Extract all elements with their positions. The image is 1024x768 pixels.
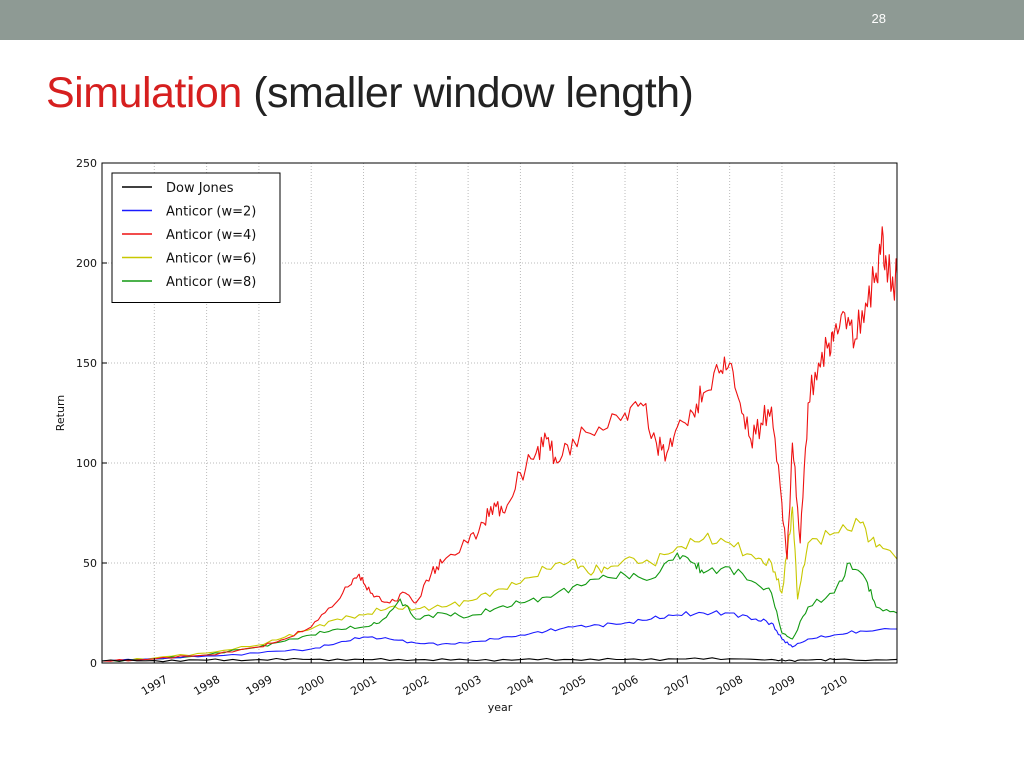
legend-label: Anticor (w=4)	[166, 228, 256, 243]
x-tick-label: 2002	[401, 673, 432, 698]
x-tick-label: 2009	[767, 673, 798, 698]
legend-label: Anticor (w=2)	[166, 205, 256, 220]
y-tick-label: 50	[83, 557, 97, 570]
x-tick-label: 1999	[244, 673, 275, 698]
y-tick-label: 150	[76, 357, 97, 370]
series-line	[101, 226, 898, 662]
x-tick-label: 1998	[191, 673, 222, 698]
slide-number: 28	[871, 11, 886, 26]
x-tick-label: 2010	[819, 673, 850, 698]
legend-label: Anticor (w=6)	[166, 252, 256, 267]
legend: Dow Jones Anticor (w=2) Anticor (w=4) Antic…	[111, 172, 281, 303]
return-line-chart: 0 50 100 150 200 250 1997 1998 1999 2000 2001 2002…	[54, 157, 898, 714]
y-tick-label: 100	[76, 457, 97, 470]
plot-frame	[101, 162, 898, 664]
x-axis-label: year	[488, 701, 513, 714]
x-tick-label: 2000	[296, 673, 327, 698]
y-tick-label: 0	[90, 657, 97, 670]
y-axis-label: Return	[54, 395, 67, 432]
x-tick-label: 2005	[558, 673, 589, 698]
x-tick-label: 2001	[348, 673, 379, 698]
y-tick-label: 250	[76, 157, 97, 170]
x-tick-label: 2008	[715, 673, 746, 698]
x-tick-label: 2007	[662, 673, 693, 698]
series-line	[101, 506, 898, 662]
slide-title-rest: (smaller window length)	[241, 69, 694, 117]
y-tick-label: 200	[76, 257, 97, 270]
slide-title: Simulation (smaller window length)	[46, 69, 694, 117]
x-tick-label: 2006	[610, 673, 641, 698]
series-line	[101, 657, 898, 663]
x-tick-label: 1997	[139, 673, 170, 698]
legend-label: Anticor (w=8)	[166, 275, 256, 290]
legend-label: Dow Jones	[166, 181, 234, 196]
series-line	[101, 552, 898, 662]
series-line	[101, 610, 897, 662]
slide-title-highlight: Simulation	[46, 69, 242, 117]
x-tick-label: 2004	[505, 673, 536, 698]
y-axis: 0 50 100 150 200 250	[76, 157, 107, 670]
x-axis: 1997 1998 1999 2000 2001 2002 2003 2004 2005 2006…	[139, 658, 850, 698]
slide-header-bar: 28	[0, 0, 1024, 40]
series-lines	[101, 226, 898, 663]
x-tick-label: 2003	[453, 673, 484, 698]
